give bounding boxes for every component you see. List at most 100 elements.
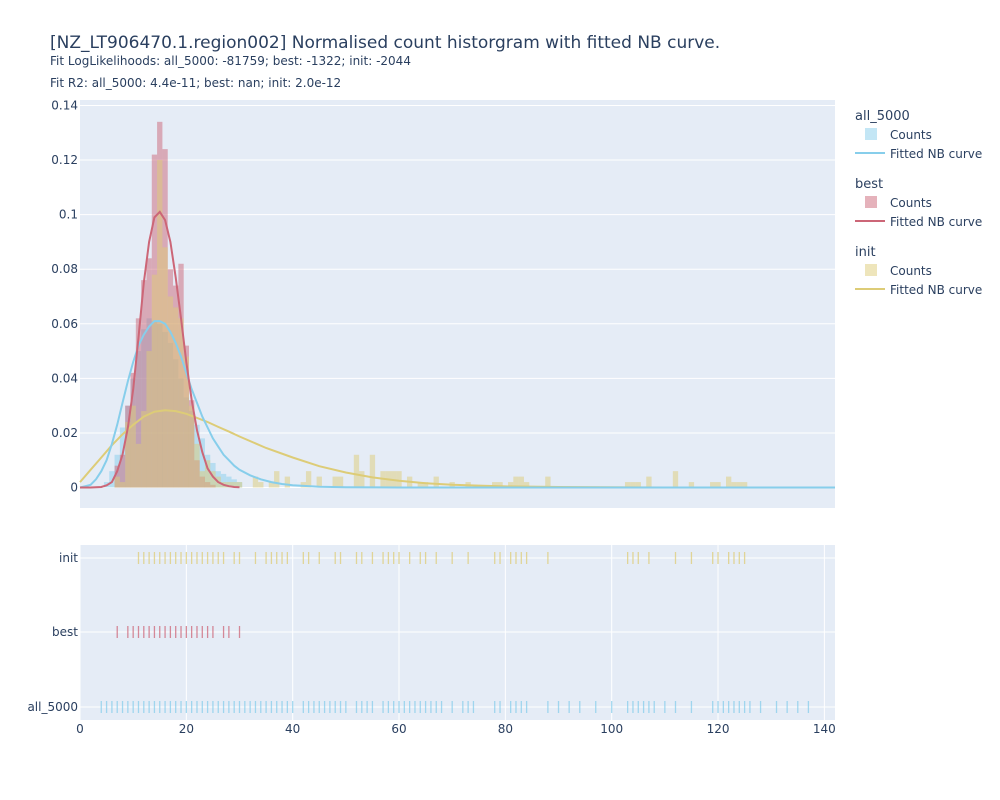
histogram-bar-init	[518, 476, 524, 488]
fit-loglikelihoods-subtitle: Fit LogLikelihoods: all_5000: -81759; be…	[50, 54, 411, 68]
histogram-bar-init	[162, 247, 168, 488]
histogram-bar-init	[715, 482, 721, 488]
legend-group-title: init	[855, 245, 876, 260]
chart-title: [NZ_LT906470.1.region002] Normalised cou…	[50, 33, 721, 53]
histogram-bar-init	[188, 405, 195, 488]
histogram-bar-init	[226, 482, 232, 488]
histogram-bar-init	[268, 482, 275, 488]
fitted-curves	[79, 210, 835, 489]
histogram-bar-init	[194, 443, 200, 488]
histogram-bar-init	[157, 160, 163, 488]
histogram-bar-init	[741, 482, 748, 488]
histogram-bar-init	[332, 476, 338, 488]
histogram-bar-init	[337, 476, 344, 488]
y-tick-label: 0.02	[51, 426, 78, 440]
legend-label-counts[interactable]: Counts	[890, 264, 932, 278]
y-tick-label: 0.04	[51, 371, 78, 385]
histogram-bar-init	[183, 356, 189, 488]
x-tick-label: 0	[76, 722, 84, 736]
y-tick-label: 0.1	[59, 208, 78, 222]
histogram-bar-init	[119, 482, 126, 488]
y-tick-label: 0.06	[51, 317, 78, 331]
histogram-bar-init	[178, 318, 184, 488]
histogram-bar-init	[199, 471, 205, 488]
rug-y-tick-labels: init best all_5000	[27, 551, 78, 714]
histogram-bar-init	[130, 405, 136, 488]
histogram-bar-init	[545, 476, 551, 488]
histogram-bar-best	[141, 280, 147, 488]
histogram-bar-init	[284, 476, 291, 488]
histogram-bar-all_5000	[220, 473, 227, 488]
x-tick-label: 100	[600, 722, 623, 736]
histogram-bar-all_5000	[109, 471, 115, 488]
histogram-bar-init	[688, 482, 695, 488]
legend-swatch-counts[interactable]	[865, 128, 877, 140]
histogram-bar-init	[369, 454, 376, 488]
histogram-bar-init	[630, 482, 636, 488]
histogram-bar-best	[119, 454, 126, 488]
histogram-bar-init	[646, 476, 652, 488]
legend-label-counts[interactable]: Counts	[890, 196, 932, 210]
rug-category-label: all_5000	[27, 700, 78, 714]
legend-group-title: best	[855, 177, 883, 192]
histogram-plot-area	[80, 100, 835, 508]
legend[interactable]: all_5000 Counts Fitted NB curve best Counts F…	[855, 109, 982, 297]
histogram-bar-init	[353, 454, 360, 488]
histogram-bar-init	[236, 482, 243, 488]
histogram-bar-init	[508, 482, 514, 488]
histogram-bar-init	[173, 307, 179, 488]
histogram-bar-all_5000	[199, 438, 205, 488]
histogram-bar-init	[624, 482, 631, 488]
histogram-bar-init	[433, 476, 439, 488]
legend-swatch-counts[interactable]	[865, 264, 877, 276]
legend-label-curve[interactable]: Fitted NB curve	[890, 215, 982, 229]
histogram-bar-init	[252, 476, 259, 488]
rug-category-label: init	[59, 551, 78, 565]
x-tick-labels: 0 20 40 60 80 100 120 140	[76, 722, 836, 736]
fitted-curve-all_5000	[79, 320, 835, 489]
histogram-bar-init	[359, 471, 365, 488]
histogram-bar-init	[726, 476, 732, 488]
x-tick-label: 120	[707, 722, 730, 736]
rug-marks	[100, 552, 810, 713]
histogram-bar-init	[635, 482, 641, 488]
histogram-bar-init	[146, 351, 152, 488]
histogram-y-tick-labels: 0 0.02 0.04 0.06 0.08 0.1 0.12 0.14	[51, 98, 78, 494]
histogram-bar-init	[731, 482, 737, 488]
x-tick-label: 60	[391, 722, 406, 736]
histogram-bar-init	[710, 482, 716, 488]
x-tick-label: 40	[285, 722, 300, 736]
legend-label-counts[interactable]: Counts	[890, 128, 932, 142]
y-tick-label: 0.12	[51, 153, 78, 167]
histogram-bar-init	[141, 411, 147, 488]
legend-swatch-counts[interactable]	[865, 196, 877, 208]
legend-label-curve[interactable]: Fitted NB curve	[890, 283, 982, 297]
fit-r2-subtitle: Fit R2: all_5000: 4.4e-11; best: nan; in…	[50, 76, 342, 90]
histogram-bar-init	[210, 471, 216, 488]
histogram-bar-init	[231, 482, 237, 488]
histogram-bar-init	[258, 482, 264, 488]
histogram-bar-init	[497, 482, 503, 488]
histogram-bar-init	[151, 274, 158, 488]
histogram-bar-init	[736, 482, 742, 488]
histogram-bar-init	[135, 443, 142, 488]
x-tick-label: 140	[813, 722, 836, 736]
histogram-bar-init	[422, 482, 429, 488]
histogram-bar-init	[492, 482, 498, 488]
histogram-bar-init	[274, 471, 280, 488]
legend-label-curve[interactable]: Fitted NB curve	[890, 147, 982, 161]
rug-gridlines	[79, 545, 835, 720]
histogram-bar-init	[114, 476, 120, 488]
x-tick-label: 20	[179, 722, 194, 736]
histogram-bar-init	[204, 460, 211, 488]
y-tick-label: 0.14	[51, 98, 78, 112]
fitted-curve-best	[80, 210, 240, 489]
rug-category-label: best	[52, 625, 78, 639]
histogram-bar-init	[125, 422, 131, 488]
histogram-bar-init	[396, 471, 402, 488]
histogram-bar-best	[135, 318, 142, 488]
fitted-curve-init	[79, 409, 835, 489]
legend-group-title: all_5000	[855, 109, 910, 124]
histogram-bar-init	[316, 476, 322, 488]
